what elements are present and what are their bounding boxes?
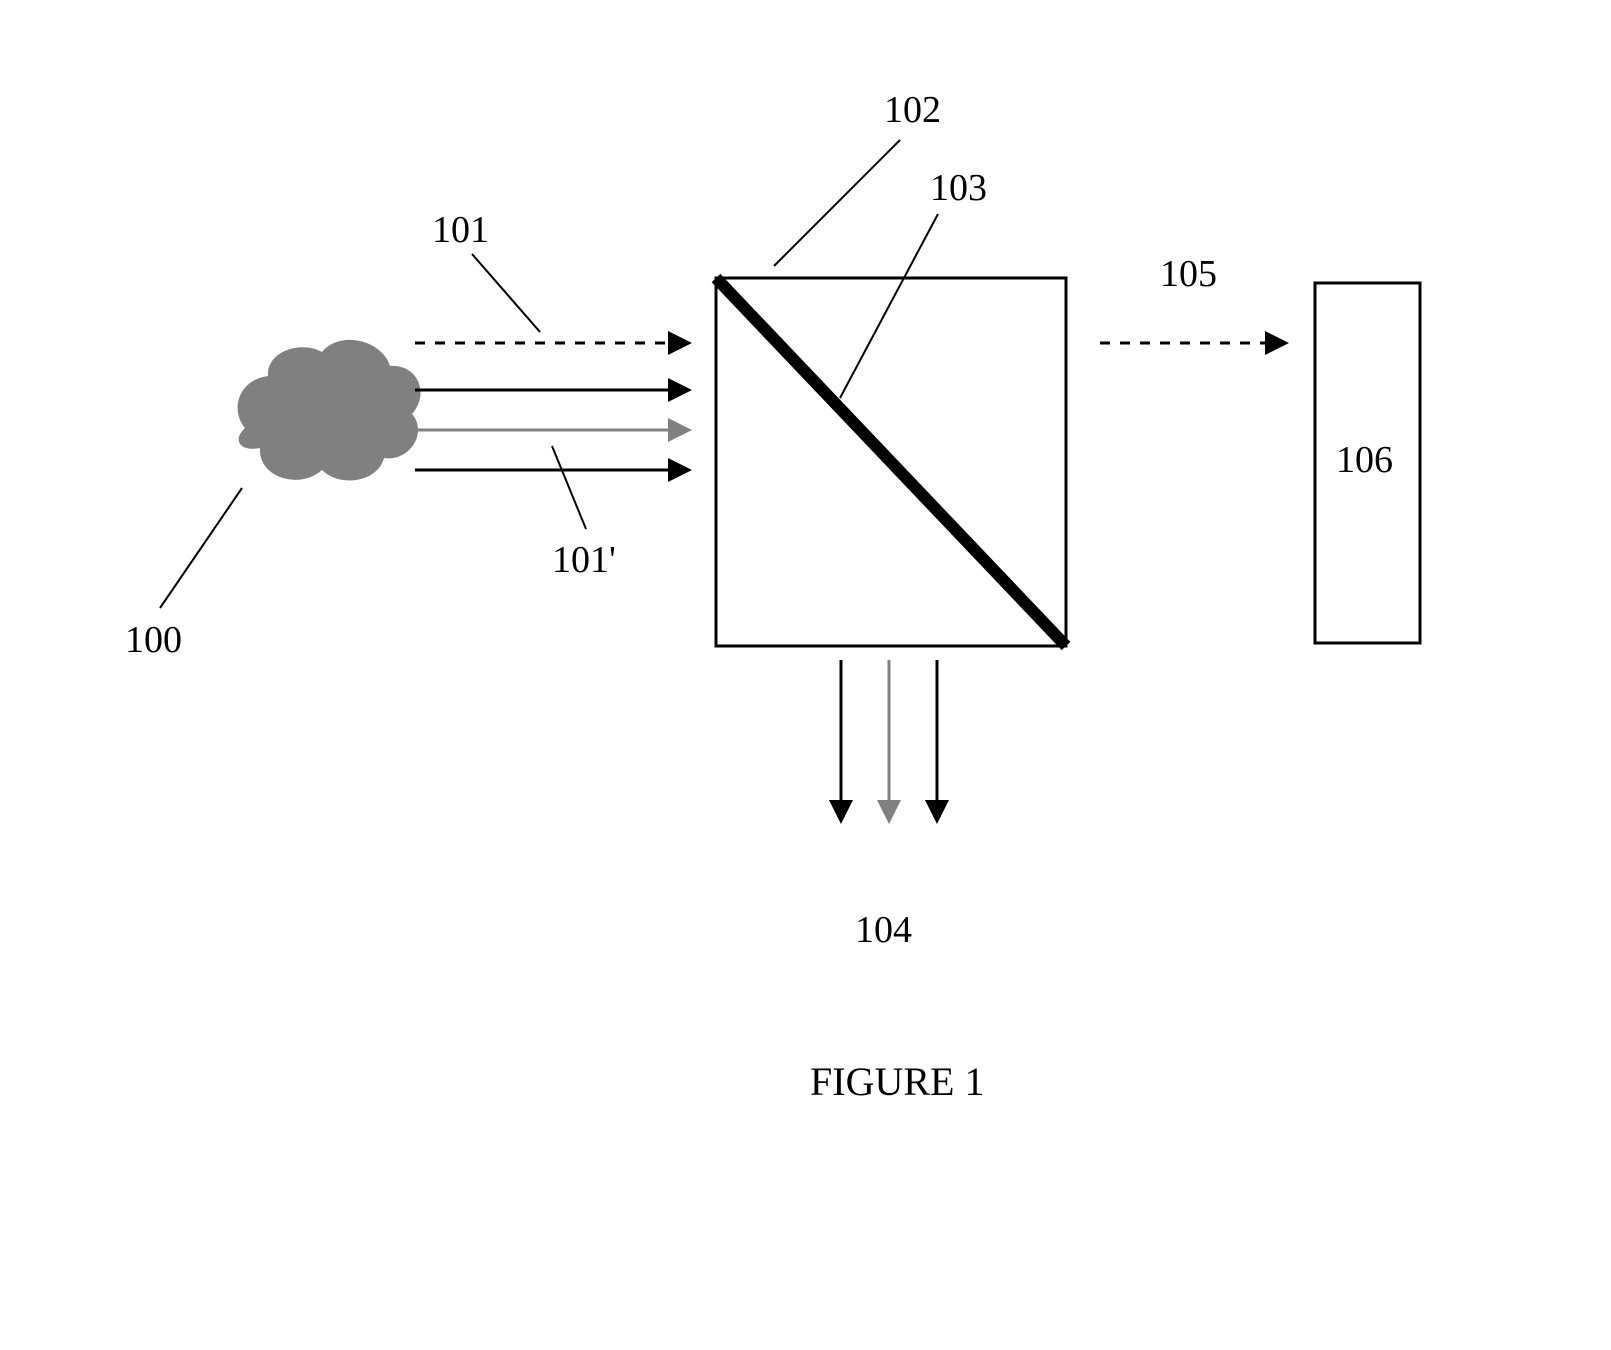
label-100: 100 <box>125 618 182 662</box>
label-105: 105 <box>1160 252 1217 296</box>
label-101p: 101' <box>552 538 616 582</box>
leader-103 <box>840 214 938 398</box>
diagonal-103 <box>716 278 1066 646</box>
label-104: 104 <box>855 908 912 952</box>
label-101: 101 <box>432 208 489 252</box>
leader-100 <box>160 488 242 608</box>
diagram-svg <box>0 0 1611 1350</box>
figure-caption: FIGURE 1 <box>810 1058 984 1105</box>
leader-101p <box>552 446 586 529</box>
leader-101 <box>472 254 540 332</box>
label-102: 102 <box>884 88 941 132</box>
leader-102 <box>774 140 900 266</box>
cloud-shape <box>238 340 421 481</box>
label-106: 106 <box>1336 438 1393 482</box>
label-103: 103 <box>930 166 987 210</box>
